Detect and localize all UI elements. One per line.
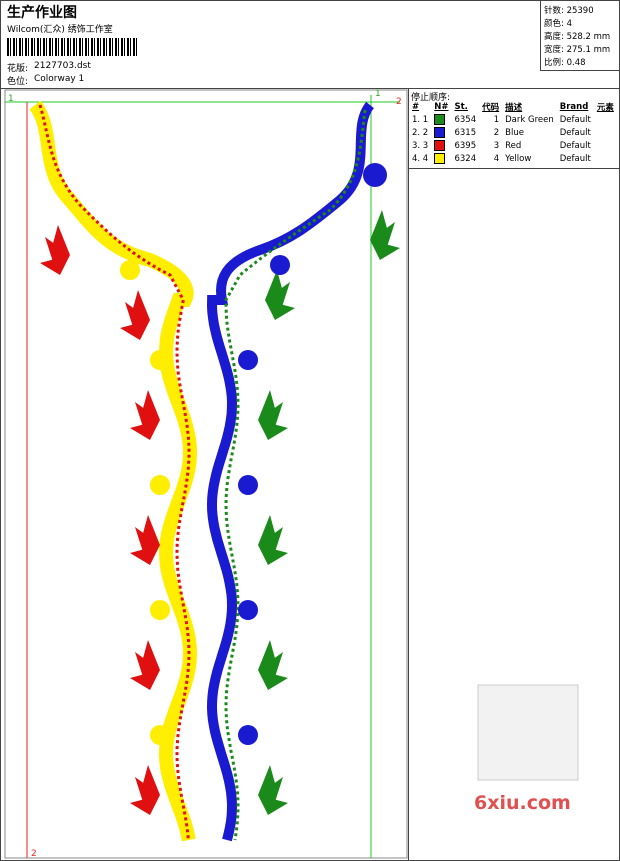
column-header: N# <box>434 102 449 112</box>
stat-row: 针数: 25390 <box>544 4 594 16</box>
stat-label: 颜色: <box>544 19 564 29</box>
element <box>594 113 617 126</box>
color-row: 3. 3 6395 3 Red Default <box>409 139 617 152</box>
stop-table: # N# St. 代码 描述 Brand 元素 1. 1 6354 1 Dark Green Defa… <box>409 101 617 165</box>
swatch-cell <box>431 113 451 126</box>
colorway-label: 色位: <box>7 77 29 87</box>
element <box>594 152 617 165</box>
swatch-cell <box>431 126 451 139</box>
element <box>594 126 617 139</box>
design-label: 花版: <box>7 64 29 74</box>
element <box>594 139 617 152</box>
code: 4 <box>493 153 500 164</box>
index: 4. 4 <box>412 153 429 164</box>
index: 3. 3 <box>412 140 429 151</box>
code: 2 <box>493 127 500 138</box>
st: 6315 <box>454 127 477 138</box>
barcode <box>7 38 137 56</box>
column-header: St. <box>454 102 468 112</box>
color-swatch <box>434 114 446 125</box>
divider <box>0 88 620 89</box>
stat-label: 高度: <box>544 32 564 42</box>
color-swatch <box>434 153 446 164</box>
stat-label: 针数: <box>544 6 564 16</box>
color-row: 4. 4 6324 4 Yellow Default <box>409 152 617 165</box>
brand: Default <box>559 114 591 125</box>
stop-title: 停止顺序: <box>411 93 451 103</box>
description: Red <box>505 140 522 151</box>
description: Dark Green <box>505 114 554 125</box>
colorway-value: Colorway 1 <box>34 74 85 84</box>
swatch-cell <box>431 139 451 152</box>
description: Yellow <box>505 153 532 164</box>
stat-label: 宽度: <box>544 45 564 55</box>
header-row: # N# St. 代码 描述 Brand 元素 <box>409 101 617 113</box>
stat-row: 比例: 0.48 <box>544 56 586 68</box>
stat-label: 比例: <box>544 58 564 68</box>
description: Blue <box>505 127 524 138</box>
stat-value: 275.1 mm <box>566 45 611 55</box>
column-header: 描述 <box>505 103 523 113</box>
column-header: 代码 <box>482 103 500 113</box>
subtitle: Wilcom(汇众) 绣饰工作室 <box>7 25 113 35</box>
code: 3 <box>493 140 500 151</box>
title: 生产作业图 <box>7 5 77 21</box>
column-header: 元素 <box>596 103 614 113</box>
st: 6354 <box>454 114 477 125</box>
code: 1 <box>493 114 500 125</box>
stat-value: 528.2 mm <box>566 32 611 42</box>
stat-value: 25390 <box>566 6 594 16</box>
stat-value: 4 <box>566 19 572 29</box>
st: 6324 <box>454 153 477 164</box>
divider <box>408 168 619 169</box>
color-swatch <box>434 140 446 151</box>
color-swatch <box>434 127 446 138</box>
stat-row: 颜色: 4 <box>544 17 572 29</box>
index: 1. 1 <box>412 114 429 125</box>
stat-row: 宽度: 275.1 mm <box>544 43 610 55</box>
stat-row: 高度: 528.2 mm <box>544 30 610 42</box>
st: 6395 <box>454 140 477 151</box>
stats-box: 针数: 25390 颜色: 4 高度: 528.2 mm 宽度: 275.1 mm 比例… <box>540 0 619 71</box>
color-row: 1. 1 6354 1 Dark Green Default <box>409 113 617 126</box>
color-row: 2. 2 6315 2 Blue Default <box>409 126 617 139</box>
brand: Default <box>559 140 591 151</box>
brand: Default <box>559 127 591 138</box>
divider <box>408 88 409 860</box>
brand: Default <box>559 153 591 164</box>
column-header: Brand <box>559 102 589 112</box>
stat-value: 0.48 <box>566 58 586 68</box>
index: 2. 2 <box>412 127 429 138</box>
design-value: 2127703.dst <box>34 61 91 71</box>
swatch-cell <box>431 152 451 165</box>
column-header: # <box>412 102 420 112</box>
